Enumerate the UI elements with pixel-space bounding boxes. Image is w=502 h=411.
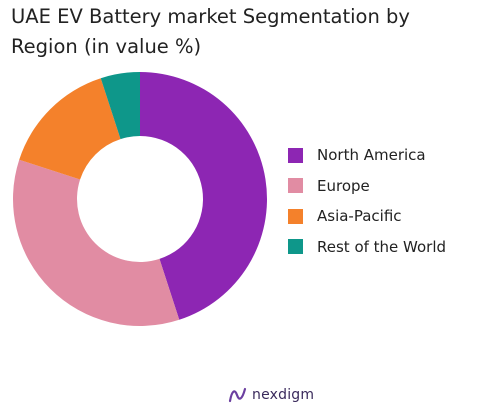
donut-slice-asia-pacific — [19, 78, 121, 180]
legend-item-asia-pacific: Asia-Pacific — [288, 201, 446, 232]
brand-name: nexdigm — [252, 387, 315, 403]
legend-swatch-asia-pacific — [288, 208, 303, 224]
chart-title-line-2: Region (in value %) — [11, 35, 202, 58]
donut-slice-rest-of-the-world — [100, 72, 140, 140]
legend-item-rest-of-the-world: Rest of the World — [288, 232, 446, 263]
legend-item-europe: Europe — [288, 171, 446, 202]
donut-slice-europe — [12, 159, 180, 326]
donut-slice-north-america — [140, 72, 267, 320]
chart-title: UAE EV Battery market Segmentation by Re… — [11, 2, 481, 62]
legend-swatch-rest-of-the-world — [288, 239, 303, 255]
legend-item-north-america: North America — [288, 140, 446, 171]
legend-label-europe: Europe — [317, 176, 370, 195]
chart-legend: North America Europe Asia-Pacific Rest of t… — [288, 140, 446, 262]
chart-title-line-1: UAE EV Battery market Segmentation by — [11, 5, 410, 28]
legend-swatch-europe — [288, 178, 303, 194]
donut-chart — [12, 72, 267, 326]
legend-swatch-north-america — [288, 147, 303, 163]
legend-label-rest-of-the-world: Rest of the World — [317, 237, 447, 256]
legend-label-north-america: North America — [317, 146, 426, 165]
brand-logo: nexdigm — [228, 386, 314, 404]
nexdigm-logo-icon — [228, 387, 247, 403]
legend-label-asia-pacific: Asia-Pacific — [317, 207, 402, 226]
